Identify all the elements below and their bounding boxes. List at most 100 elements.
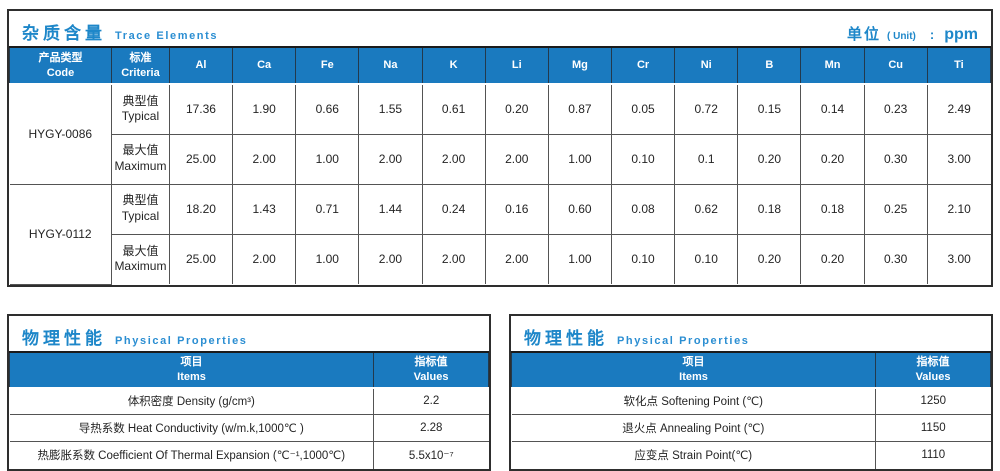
physical-left-title-en: Physical Properties — [115, 334, 248, 347]
value-cell: 2.00 — [421, 233, 486, 284]
criteria-en: Maximum — [114, 159, 167, 173]
value-cell: 17.36 — [168, 83, 234, 135]
item-cell: 热膨胀系数 Coefficient Of Thermal Expansion (… — [9, 441, 375, 469]
value-cell: 0.66 — [295, 83, 360, 135]
col-header-element: Cu — [863, 46, 928, 85]
col-header-element: Cr — [610, 46, 676, 85]
table-row: 最大值 Maximum 25.00 2.00 1.00 2.00 2.00 2.… — [10, 233, 991, 284]
item-cell: 退火点 Annealing Point (℃) — [511, 414, 877, 442]
col-header-element: B — [737, 46, 802, 85]
unit-label: 单位 ( Unit) : ppm — [847, 23, 978, 44]
value-cell: 0.20 — [800, 233, 865, 284]
value-cell: 0.08 — [610, 183, 676, 235]
col-header-element: K — [421, 46, 486, 85]
table-row: 退火点 Annealing Point (℃) 1150 — [511, 414, 991, 442]
value-cell: 1.00 — [547, 133, 612, 185]
value-cell: 0.23 — [863, 83, 928, 135]
criteria-cell: 最大值 Maximum — [111, 133, 170, 185]
value-cell: 1.00 — [295, 233, 360, 284]
col-header-element: Ti — [926, 46, 992, 85]
col-header-code-en: Code — [46, 66, 75, 79]
value-cell: 1.00 — [295, 133, 360, 185]
value-cell: 1.43 — [232, 183, 297, 235]
criteria-cell: 典型值 Typical — [111, 183, 170, 235]
criteria-en: Typical — [121, 109, 160, 124]
value-cell: 0.20 — [737, 233, 802, 284]
col-header-values-zh: 指标值 — [916, 355, 950, 368]
col-header-values-en: Values — [915, 370, 951, 383]
value-cell: 0.05 — [610, 83, 676, 135]
criteria-en: Typical — [121, 209, 160, 223]
value-cell: 0.18 — [800, 183, 865, 235]
value-cell: 0.87 — [547, 83, 612, 135]
col-header-items: 项目 Items — [510, 350, 877, 389]
value-cell: 1.44 — [358, 183, 423, 235]
col-header-items-zh: 项目 — [682, 355, 705, 368]
physical-right-table: 项目 Items 指标值 Values 软化点 Softening Point … — [510, 350, 991, 469]
col-header-criteria: 标准 Criteria — [111, 46, 170, 85]
item-cell: 应变点 Strain Point(℃) — [511, 441, 877, 469]
code-cell: HYGY-0086 — [9, 83, 113, 185]
table-row: 软化点 Softening Point (℃) 1250 — [511, 387, 991, 415]
value-cell: 5.5x10⁻⁷ — [373, 441, 489, 469]
table-row: HYGY-0112 典型值 Typical 18.20 1.43 0.71 1.… — [9, 183, 991, 285]
props-header-row: 项目 Items 指标值 Values — [510, 350, 991, 389]
col-header-items-en: Items — [679, 370, 708, 383]
value-cell: 0.20 — [737, 133, 802, 185]
value-cell: 2.00 — [358, 233, 423, 284]
value-cell: 0.20 — [484, 83, 549, 135]
col-header-items: 项目 Items — [8, 350, 375, 389]
value-cell: 0.10 — [610, 133, 676, 185]
value-cell: 2.00 — [358, 133, 423, 185]
physical-properties-row: 物理性能 Physical Properties 项目 Items 指标值 Va… — [7, 313, 993, 471]
value-cell: 2.00 — [484, 133, 549, 185]
value-cell: 2.2 — [373, 387, 489, 415]
criteria-zh: 典型值 — [122, 193, 159, 208]
physical-properties-right-panel: 物理性能 Physical Properties 项目 Items 指标值 Va… — [509, 313, 993, 471]
physical-left-table: 项目 Items 指标值 Values 体积密度 Density (g/cm³)… — [8, 350, 489, 469]
value-cell: 2.00 — [232, 233, 297, 284]
col-header-element: Na — [358, 46, 423, 85]
table-row: HYGY-0086 典型值 Typical 17.36 1.90 0.66 1.… — [9, 83, 991, 185]
trace-elements-table: 产品类型 Code 标准 Criteria Al Ca Fe Na K Li M… — [8, 46, 992, 285]
value-cell: 0.1 — [674, 133, 739, 185]
item-cell: 导热系数 Heat Conductivity (w/m.k,1000℃ ) — [9, 414, 375, 442]
unit-zh: 单位 — [846, 26, 881, 43]
value-cell: 0.62 — [674, 183, 739, 235]
value-cell: 1150 — [875, 414, 991, 442]
trace-header-row: 产品类型 Code 标准 Criteria Al Ca Fe Na K Li M… — [8, 46, 992, 85]
value-cell: 0.15 — [737, 83, 802, 135]
item-cell: 体积密度 Density (g/cm³) — [9, 387, 375, 415]
value-cell: 1.00 — [547, 233, 612, 284]
col-header-element: Ca — [232, 46, 297, 85]
props-header-row: 项目 Items 指标值 Values — [8, 350, 489, 389]
value-cell: 0.30 — [863, 233, 928, 284]
col-header-element: Li — [484, 46, 549, 85]
value-cell: 1.55 — [358, 83, 423, 135]
value-cell: 0.10 — [674, 233, 739, 284]
value-cell: 2.00 — [484, 233, 549, 284]
physical-right-title-bar: 物理性能 Physical Properties — [511, 316, 991, 351]
value-cell: 3.00 — [926, 233, 991, 284]
value-cell: 2.28 — [373, 414, 489, 442]
criteria-zh: 典型值 — [122, 93, 159, 108]
value-cell: 0.61 — [421, 83, 486, 135]
physical-right-title-en: Physical Properties — [617, 334, 750, 347]
value-cell: 0.10 — [610, 233, 676, 284]
value-cell: 25.00 — [168, 133, 234, 185]
col-header-element: Ni — [674, 46, 739, 85]
table-row: 导热系数 Heat Conductivity (w/m.k,1000℃ ) 2.… — [9, 414, 489, 442]
criteria-cell: 最大值 Maximum — [111, 233, 170, 284]
col-header-element: Fe — [295, 46, 360, 85]
value-cell: 0.72 — [674, 83, 739, 135]
value-cell: 0.25 — [863, 183, 928, 235]
value-cell: 0.20 — [800, 133, 865, 185]
criteria-en: Maximum — [114, 259, 167, 274]
value-cell: 0.14 — [800, 83, 865, 135]
criteria-cell: 典型值 Typical — [111, 83, 170, 135]
criteria-zh: 最大值 — [122, 143, 159, 158]
col-header-values: 指标值 Values — [373, 350, 489, 389]
trace-title-en: Trace Elements — [115, 30, 219, 42]
table-row: 应变点 Strain Point(℃) 1110 — [511, 441, 991, 469]
unit-paren: ( Unit) — [886, 31, 916, 42]
